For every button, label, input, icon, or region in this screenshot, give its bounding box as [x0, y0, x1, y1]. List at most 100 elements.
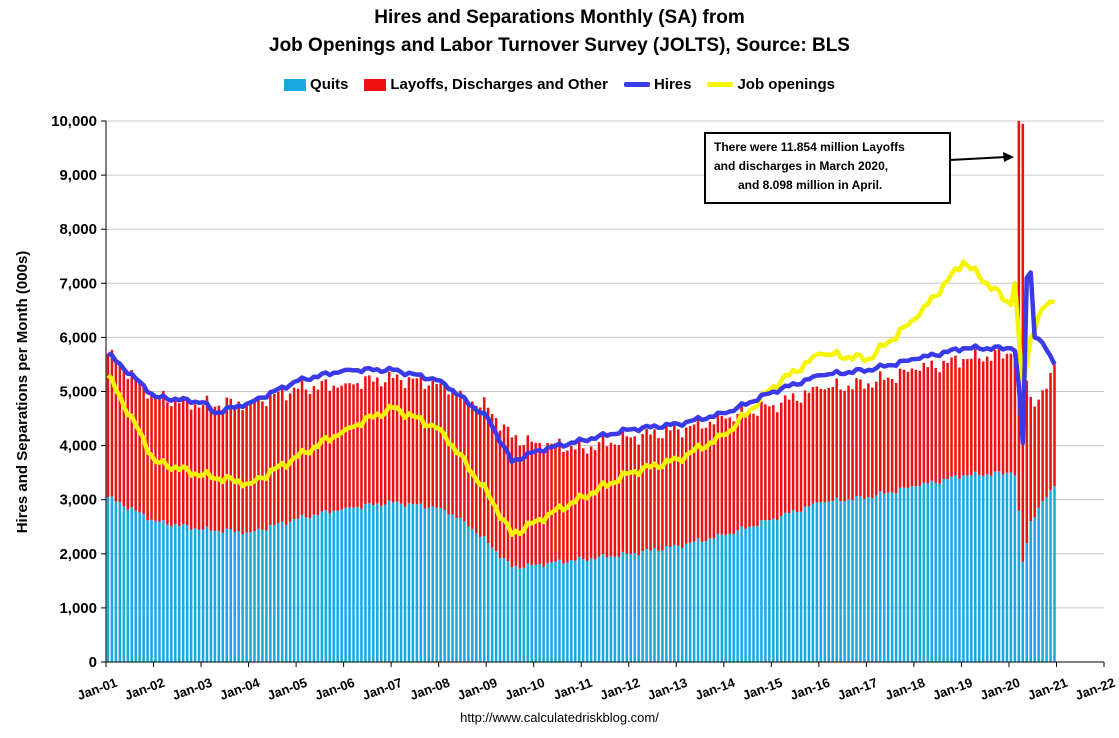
layoffs-bar — [732, 421, 735, 534]
layoffs-bar — [740, 405, 743, 527]
quits-bar — [233, 531, 236, 662]
quits-bar — [431, 506, 434, 662]
quits-bar — [577, 556, 581, 662]
layoffs-bar — [486, 407, 490, 543]
layoffs-bar — [126, 379, 130, 510]
layoffs-bar — [1041, 390, 1044, 502]
layoffs-bar — [419, 375, 423, 504]
legend-item-hires: Hires — [623, 76, 691, 93]
quits-bar — [142, 514, 145, 662]
layoffs-bar — [823, 389, 827, 503]
quits-bar — [403, 506, 407, 662]
layoffs-bar — [827, 387, 831, 502]
y-tick-label: 8,000 — [59, 221, 97, 238]
x-tick-label: Jan-12 — [598, 675, 642, 703]
quits-bar — [419, 503, 423, 662]
layoffs-bar — [292, 387, 296, 520]
layoffs-bar — [574, 449, 577, 561]
quits-bar — [435, 507, 438, 662]
quits-bar — [439, 507, 442, 662]
quits-bar — [443, 510, 446, 662]
quits-bar — [538, 564, 541, 662]
quits-bar — [554, 561, 557, 662]
layoffs-bar — [372, 381, 375, 506]
quits-bar — [482, 536, 486, 662]
quits-bar — [562, 563, 565, 662]
quits-bar — [364, 503, 367, 662]
quits-bar — [391, 502, 395, 662]
quits-bar — [154, 521, 157, 662]
quits-bar — [740, 526, 743, 662]
layoffs-bar — [665, 426, 668, 547]
quits-bar — [478, 536, 482, 662]
layoffs-bar — [340, 385, 343, 510]
layoffs-bar — [138, 379, 141, 513]
quits-bar — [791, 510, 795, 662]
quits-bar — [189, 529, 193, 662]
layoffs-bar — [1029, 396, 1033, 522]
layoffs-bar — [1005, 353, 1009, 473]
layoffs-bar — [451, 389, 454, 515]
layoffs-bar — [506, 426, 510, 562]
quits-bar — [708, 538, 712, 662]
quits-bar — [534, 564, 537, 662]
layoffs-bar — [867, 383, 870, 497]
quits-bar — [736, 530, 739, 662]
quits-bar — [629, 553, 633, 662]
layoffs-bar — [174, 398, 177, 525]
quits-bar — [265, 530, 268, 662]
layoffs-bar — [621, 431, 625, 552]
layoffs-bar — [851, 389, 854, 501]
layoffs-bar — [376, 377, 379, 504]
layoffs-bar — [962, 359, 965, 476]
layoffs-bar — [661, 438, 664, 551]
quits-bar — [954, 475, 957, 662]
quits-bar — [910, 486, 914, 662]
quits-bar — [942, 478, 945, 662]
quits-bar — [486, 542, 490, 662]
x-tick-label: Jan-01 — [75, 675, 119, 703]
quits-bar — [867, 496, 870, 662]
layoffs-bar — [399, 379, 403, 504]
layoffs-bar — [669, 430, 672, 547]
quits-bar — [352, 507, 355, 662]
layoffs-bar — [308, 394, 312, 519]
layoffs-bar — [871, 387, 874, 498]
quits-bar — [558, 559, 561, 662]
quits-bar — [158, 521, 161, 662]
x-tick-label: Jan-18 — [883, 675, 927, 703]
quits-bar — [989, 475, 993, 662]
layoffs-bar — [427, 385, 431, 508]
quits-bar — [261, 529, 264, 662]
quits-bar — [269, 525, 272, 662]
quits-bar — [407, 503, 411, 662]
layoffs-bar — [696, 416, 700, 539]
quits-bar — [918, 485, 922, 662]
quits-bar — [502, 558, 506, 662]
quits-bar — [221, 532, 225, 662]
quits-bar — [950, 476, 953, 662]
layoffs-bar — [336, 387, 339, 511]
layoffs-bar — [439, 383, 442, 508]
layoffs-bar — [284, 400, 288, 525]
quits-bar — [890, 492, 894, 662]
layoffs-bar — [783, 395, 787, 513]
quits-bar — [581, 559, 585, 662]
layoffs-bar — [890, 379, 894, 493]
layoffs-bar — [764, 404, 767, 521]
quits-bar — [776, 520, 779, 662]
layoffs-bar — [724, 418, 728, 535]
legend-label-quits: Quits — [310, 76, 349, 93]
quits-bar — [277, 523, 280, 662]
quits-bar — [455, 518, 458, 662]
grid-lines — [106, 120, 1104, 663]
quits-bar — [752, 526, 755, 662]
layoffs-bar — [193, 404, 197, 529]
layoffs-bar — [760, 401, 763, 521]
layoffs-bar — [605, 446, 609, 558]
legend-label-layoffs: Layoffs, Discharges and Other — [390, 76, 608, 93]
quits-bar — [1001, 474, 1005, 662]
layoffs-bar — [799, 402, 803, 512]
quits-bar — [716, 534, 720, 662]
quits-bar — [613, 556, 617, 662]
